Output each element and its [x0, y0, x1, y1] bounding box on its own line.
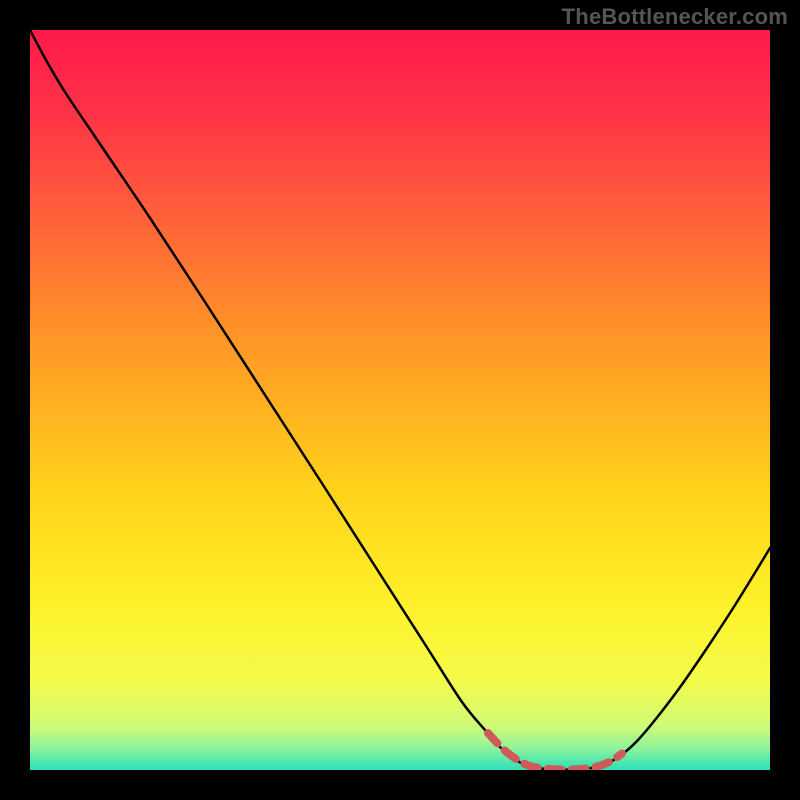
- plot-area: [30, 30, 770, 770]
- valley-dash: [488, 733, 622, 770]
- main-curve: [30, 30, 770, 770]
- attribution-label: TheBottlenecker.com: [562, 4, 788, 30]
- figure-root: TheBottlenecker.com: [0, 0, 800, 800]
- curves-layer: [30, 30, 770, 770]
